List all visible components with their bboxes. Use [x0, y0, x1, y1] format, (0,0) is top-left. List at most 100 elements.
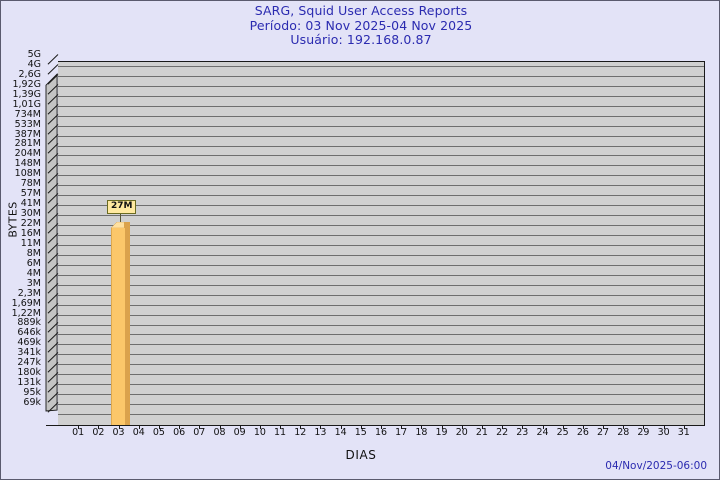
plot-area: [58, 61, 704, 425]
report-user: Usuário: 192.168.0.87: [290, 32, 432, 47]
x-tick-mark: [260, 425, 261, 429]
y-tick-label: 281M: [14, 138, 41, 149]
gridline: [58, 315, 704, 316]
x-tick-mark: [199, 425, 200, 429]
gridline: [58, 106, 704, 107]
x-tick-mark: [583, 425, 584, 429]
x-tick-label: 06: [173, 427, 186, 438]
x-tick-label: 28: [617, 427, 630, 438]
x-tick-label: 26: [576, 427, 589, 438]
gridline: [58, 394, 704, 395]
gridline: [58, 334, 704, 335]
callout-stem: [120, 213, 121, 222]
x-tick-mark: [98, 425, 99, 429]
bar-side-face: [124, 222, 130, 425]
gridline: [58, 225, 704, 226]
y-tick-label: 1,69M: [11, 298, 41, 309]
plot-frame-top: [58, 61, 704, 62]
generated-timestamp: 04/Nov/2025-06:00: [605, 460, 707, 472]
gridline: [58, 66, 704, 67]
gridline: [58, 255, 704, 256]
x-tick-mark: [280, 425, 281, 429]
report-period: Período: 03 Nov 2025-04 Nov 2025: [249, 17, 473, 33]
y-tick-label: 11M: [20, 238, 41, 249]
y-tick-label: 1,01G: [12, 99, 41, 110]
y-tick-label: 1,22M: [11, 308, 41, 319]
x-tick-label: 21: [475, 427, 488, 438]
x-tick-mark: [664, 425, 665, 429]
gridline: [58, 364, 704, 365]
y-tick-label: 341k: [17, 347, 41, 358]
x-tick-label: 29: [637, 427, 650, 438]
x-tick-mark: [381, 425, 382, 429]
y-tick-label: 16M: [20, 228, 41, 239]
y-tick-label: 247k: [17, 357, 41, 368]
x-tick-label: 16: [374, 427, 388, 438]
gridline: [58, 235, 704, 236]
x-tick-mark: [543, 425, 544, 429]
y-tick-label: 4G: [27, 59, 41, 70]
report-title: SARG, Squid User Access Reports: [254, 3, 468, 18]
x-tick-label: 19: [435, 427, 448, 438]
x-tick-label: 23: [516, 427, 529, 438]
x-tick-mark: [502, 425, 503, 429]
gridline: [58, 384, 704, 385]
gridline: [58, 146, 704, 147]
x-tick-label: 03: [112, 427, 125, 438]
gridline: [58, 96, 704, 97]
plot-frame-right: [704, 61, 705, 426]
x-tick-mark: [300, 425, 301, 429]
x-tick-mark: [78, 425, 79, 429]
x-tick-label: 08: [213, 427, 226, 438]
gridline: [58, 116, 704, 117]
x-tick-label: 09: [233, 427, 246, 438]
gridline: [58, 265, 704, 266]
y-tick-label: 148M: [14, 158, 41, 169]
x-tick-label: 02: [92, 427, 105, 438]
x-tick-mark: [623, 425, 624, 429]
gridline: [58, 136, 704, 137]
x-tick-mark: [159, 425, 160, 429]
gridline: [58, 275, 704, 276]
x-axis-title: DIAS: [345, 448, 377, 462]
x-tick-label: 31: [677, 427, 690, 438]
y-tick-label: 387M: [14, 129, 41, 140]
y-tick-label: 41M: [20, 198, 41, 209]
x-tick-mark: [462, 425, 463, 429]
gridline: [58, 414, 704, 415]
x-tick-label: 14: [334, 427, 347, 438]
x-tick-label: 04: [132, 427, 145, 438]
x-tick-label: 10: [253, 427, 266, 438]
x-tick-label: 15: [354, 427, 367, 438]
y-tick-label: 469k: [17, 337, 41, 348]
report-header: SARG, Squid User Access Reports Período:…: [1, 3, 719, 48]
y-tick-label: 5G: [27, 49, 41, 60]
gridline: [58, 305, 704, 306]
x-tick-label: 27: [597, 427, 610, 438]
y-tick-label: 6M: [26, 258, 41, 269]
x-tick-label: 07: [193, 427, 206, 438]
y-tick-label: 180k: [17, 367, 41, 378]
bar-front-face[interactable]: [111, 228, 125, 425]
gridline: [58, 245, 704, 246]
x-tick-label: 30: [657, 427, 670, 438]
x-tick-label: 24: [536, 427, 549, 438]
x-tick-label: 20: [455, 427, 468, 438]
x-tick-mark: [563, 425, 564, 429]
x-tick-mark: [442, 425, 443, 429]
y-tick-label: 108M: [14, 168, 41, 179]
gridline: [58, 354, 704, 355]
gridline: [58, 295, 704, 296]
y-tick-label: 69k: [23, 397, 41, 408]
gridline: [58, 175, 704, 176]
x-tick-mark: [139, 425, 140, 429]
gridline: [58, 76, 704, 77]
y-tick-label: 22M: [20, 218, 41, 229]
x-tick-label: 12: [294, 427, 307, 438]
x-tick-mark: [421, 425, 422, 429]
x-tick-mark: [240, 425, 241, 429]
gridline: [58, 195, 704, 196]
y-tick-label: 533M: [14, 119, 41, 130]
y-tick-label: 204M: [14, 148, 41, 159]
